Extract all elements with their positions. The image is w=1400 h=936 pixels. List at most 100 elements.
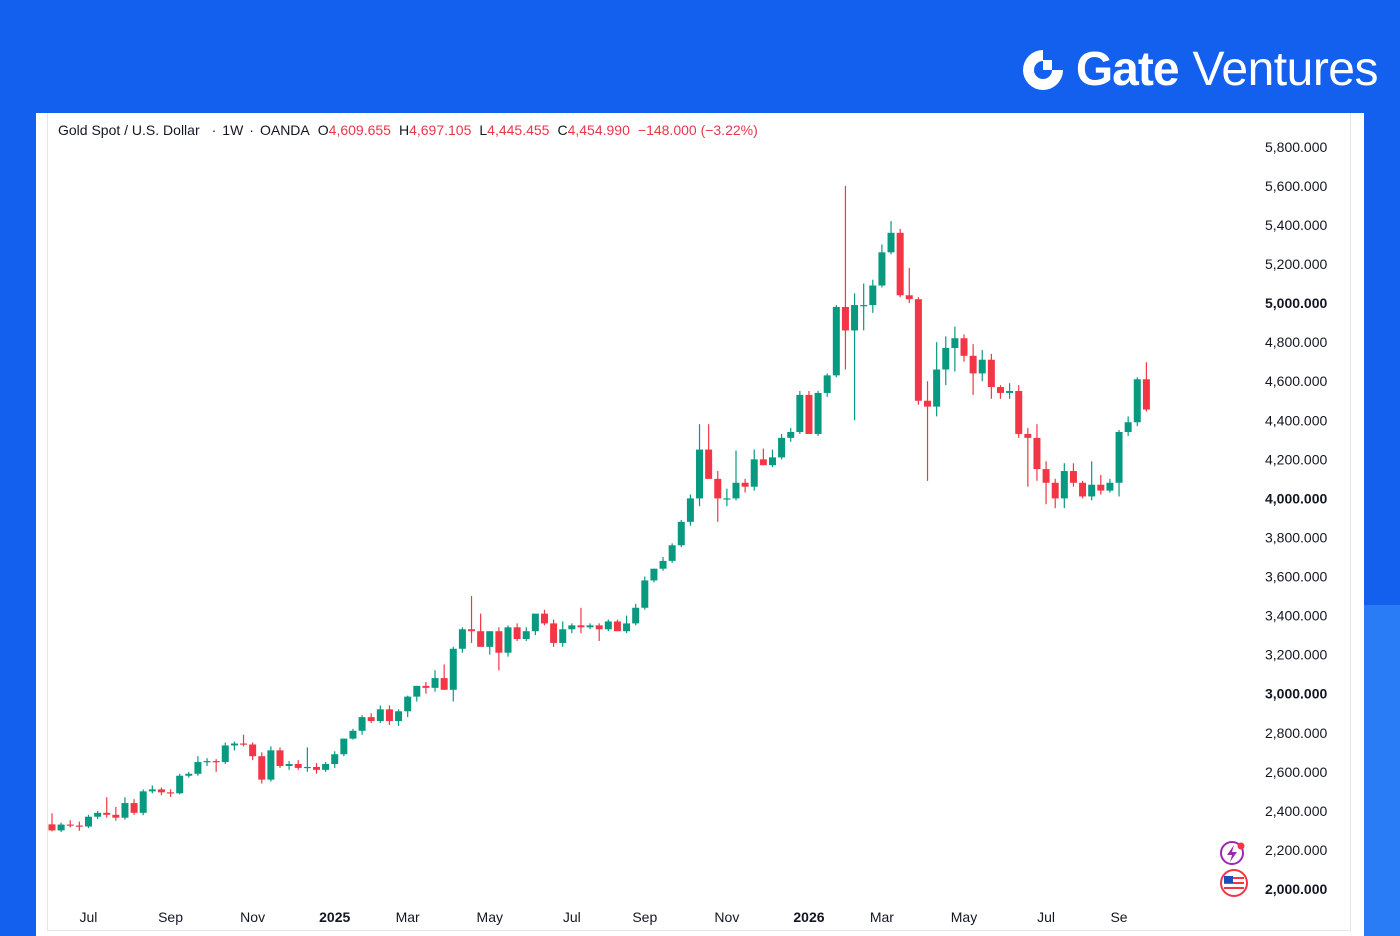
candle bbox=[796, 390, 804, 434]
candle-body bbox=[759, 459, 767, 466]
candle-body bbox=[1142, 379, 1150, 410]
low-value: 4,445.455 bbox=[487, 122, 550, 138]
candle-body bbox=[832, 307, 840, 376]
candle bbox=[1015, 385, 1023, 438]
open-label: O bbox=[317, 122, 329, 138]
candle bbox=[1042, 461, 1050, 505]
candle-body bbox=[969, 355, 977, 374]
candle-body bbox=[349, 730, 357, 739]
candle-body bbox=[121, 803, 129, 818]
candle-body bbox=[896, 232, 904, 296]
candle-body bbox=[668, 545, 676, 561]
candle bbox=[559, 621, 567, 647]
x-tick-label: Nov bbox=[240, 909, 265, 925]
candle-body bbox=[805, 394, 813, 434]
candle-body bbox=[267, 750, 275, 780]
candle bbox=[987, 353, 995, 399]
candle bbox=[486, 631, 494, 655]
close-value: 4,454.990 bbox=[567, 122, 630, 138]
candle-body bbox=[167, 792, 175, 794]
candle bbox=[349, 728, 357, 740]
interval-label[interactable]: 1W bbox=[222, 122, 244, 138]
candle-body bbox=[1069, 471, 1077, 483]
candle-body bbox=[249, 744, 257, 757]
candle-body bbox=[477, 631, 485, 647]
symbol-name[interactable]: Gold Spot / U.S. Dollar bbox=[58, 122, 200, 138]
candle-body bbox=[1115, 431, 1123, 483]
y-tick-label: 5,000.000 bbox=[1265, 295, 1327, 311]
candle-body bbox=[1106, 482, 1114, 491]
candle bbox=[221, 742, 229, 765]
candle-body bbox=[294, 764, 302, 768]
candle-body bbox=[723, 498, 731, 500]
y-tick-label: 4,400.000 bbox=[1265, 412, 1327, 428]
legend-separator: · bbox=[249, 122, 254, 138]
candle-body bbox=[276, 750, 284, 766]
candle-body bbox=[340, 738, 348, 755]
candle-body bbox=[714, 478, 722, 499]
candle bbox=[924, 381, 932, 481]
y-tick-label: 5,200.000 bbox=[1265, 256, 1327, 272]
flash-event-icon[interactable] bbox=[1220, 841, 1245, 865]
brand-subtitle: Ventures bbox=[1192, 43, 1379, 96]
candle bbox=[267, 746, 275, 782]
candle-body bbox=[659, 560, 667, 569]
candle-body bbox=[869, 285, 877, 306]
candle bbox=[48, 813, 56, 832]
y-tick-label: 3,600.000 bbox=[1265, 569, 1327, 585]
candle bbox=[805, 390, 813, 434]
candle-body bbox=[331, 754, 339, 765]
candle bbox=[1142, 362, 1150, 412]
candle bbox=[294, 760, 302, 770]
candle bbox=[659, 556, 667, 571]
candle bbox=[933, 342, 941, 417]
candle-body bbox=[823, 375, 831, 393]
y-tick-label: 2,800.000 bbox=[1265, 725, 1327, 741]
candle bbox=[732, 450, 740, 501]
candle bbox=[1106, 478, 1114, 493]
y-tick-label: 2,200.000 bbox=[1265, 842, 1327, 858]
candle bbox=[696, 424, 704, 507]
us-flag-event-icon[interactable] bbox=[1220, 869, 1248, 897]
y-tick-label: 5,400.000 bbox=[1265, 217, 1327, 233]
candle bbox=[604, 619, 612, 632]
candle bbox=[176, 773, 184, 795]
candle-body bbox=[960, 338, 968, 356]
candle bbox=[978, 349, 986, 382]
candle-body bbox=[531, 613, 539, 632]
candle-body bbox=[221, 745, 229, 763]
candle bbox=[458, 627, 466, 653]
high-value: 4,697.105 bbox=[409, 122, 472, 138]
y-tick-label: 3,800.000 bbox=[1265, 529, 1327, 545]
y-tick-label: 5,800.000 bbox=[1265, 139, 1327, 155]
candle-body bbox=[1097, 484, 1105, 491]
candle-body bbox=[285, 764, 293, 766]
candle bbox=[404, 695, 412, 718]
candle-body bbox=[358, 717, 366, 731]
candle-body bbox=[194, 762, 202, 774]
candle bbox=[276, 747, 284, 768]
source-label: OANDA bbox=[259, 122, 310, 138]
candle-body bbox=[1006, 390, 1014, 393]
candle bbox=[577, 607, 585, 634]
candle-body bbox=[750, 459, 758, 487]
candle bbox=[1051, 478, 1059, 509]
candle-body bbox=[942, 348, 950, 370]
candle-body bbox=[303, 766, 311, 769]
candle bbox=[677, 519, 685, 548]
candle bbox=[148, 785, 156, 794]
candle-body bbox=[468, 629, 476, 632]
candle bbox=[750, 449, 758, 491]
candle bbox=[249, 742, 257, 761]
candle bbox=[230, 741, 238, 751]
candle bbox=[623, 615, 631, 634]
candle-body bbox=[650, 568, 658, 581]
candle bbox=[778, 433, 786, 460]
candle bbox=[66, 820, 74, 828]
chart-legend: Gold Spot / U.S. Dollar · 1W · OANDA O 4,… bbox=[58, 122, 758, 138]
candle-body bbox=[623, 623, 631, 632]
gate-logo-icon bbox=[1022, 49, 1063, 90]
event-icons[interactable] bbox=[1220, 841, 1248, 897]
candle-body bbox=[66, 824, 74, 826]
